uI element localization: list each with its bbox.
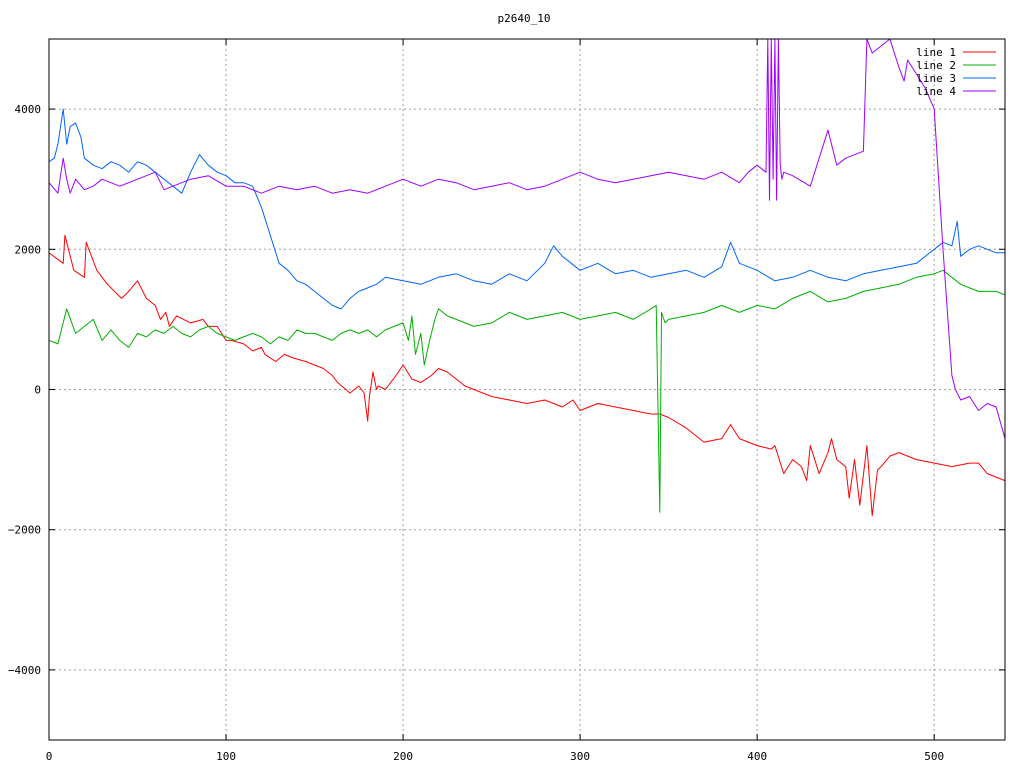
axis-ticks: 0 100 200 300 400 500 −4000 −2000 0 2000 4000 — [8, 39, 1005, 763]
x-tick-label: 200 — [393, 750, 413, 763]
legend-label-4: line 4 — [916, 85, 956, 98]
series-line-1 — [49, 234, 1005, 517]
x-tick-label: 400 — [747, 750, 767, 763]
y-tick-label: 2000 — [15, 243, 42, 256]
y-tick-label: 4000 — [15, 103, 42, 116]
grid-lines — [49, 39, 1005, 740]
chart-title: p2640_10 — [498, 12, 551, 25]
x-tick-label: 500 — [924, 750, 944, 763]
x-tick-label: 100 — [216, 750, 236, 763]
x-tick-label: 0 — [46, 750, 53, 763]
plot-frame — [48, 38, 1006, 741]
y-tick-label: −2000 — [8, 524, 41, 537]
x-tick-label: 300 — [570, 750, 590, 763]
y-tick-label: 0 — [34, 384, 41, 397]
series-line-3 — [49, 108, 1005, 310]
series-line-4 — [49, 39, 1005, 439]
legend-label-2: line 2 — [916, 59, 956, 72]
y-tick-label: −4000 — [8, 664, 41, 677]
series-lines — [49, 39, 1005, 517]
legend-label-1: line 1 — [916, 46, 956, 59]
series-line-2 — [49, 269, 1005, 513]
legend-label-3: line 3 — [916, 72, 956, 85]
